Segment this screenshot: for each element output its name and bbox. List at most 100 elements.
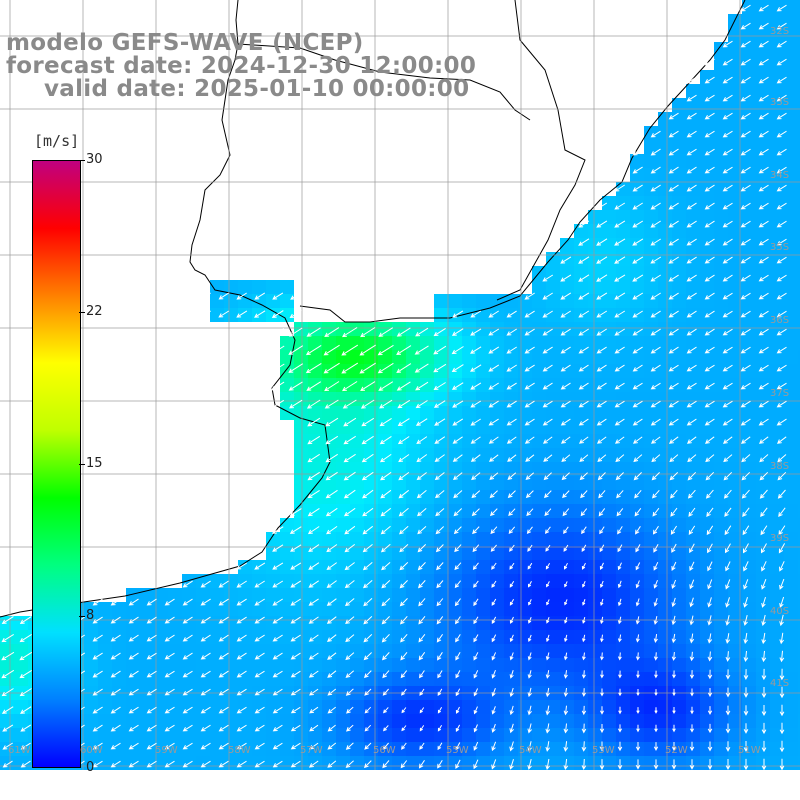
wind-arrow	[527, 741, 532, 752]
wind-arrow	[759, 471, 769, 481]
wind-arrow	[725, 669, 731, 680]
wind-arrow	[671, 561, 677, 571]
wind-arrow	[668, 364, 679, 372]
wind-arrow	[758, 310, 769, 318]
wind-arrow	[707, 723, 713, 734]
wind-arrow	[182, 760, 193, 768]
lat-label: 32S	[770, 26, 790, 37]
wind-arrow	[509, 562, 515, 570]
wind-arrow	[653, 759, 659, 770]
wind-arrow	[200, 598, 211, 606]
wind-arrow	[342, 381, 358, 392]
wind-arrow	[451, 328, 464, 336]
lon-label: 52W	[665, 745, 688, 756]
wind-arrow	[725, 687, 731, 698]
wind-arrow	[434, 418, 446, 426]
wind-arrow	[668, 436, 679, 444]
wind-arrow	[290, 724, 301, 732]
wind-arrow	[164, 598, 175, 606]
wind-arrow	[270, 363, 285, 373]
wind-arrow	[563, 687, 569, 698]
wind-arrow	[455, 688, 461, 697]
lat-label: 34S	[770, 170, 790, 181]
wind-arrow	[434, 454, 445, 463]
wind-arrow	[779, 686, 785, 699]
wind-arrow	[92, 634, 103, 642]
wind-arrow	[414, 363, 429, 373]
wind-arrow	[578, 418, 589, 426]
wind-arrow	[470, 436, 481, 444]
wind-arrow	[743, 614, 748, 626]
wind-arrow	[599, 724, 605, 734]
wind-arrow	[704, 292, 715, 300]
wind-arrow	[654, 724, 658, 733]
colorbar-tick-8: 8	[86, 608, 95, 623]
wind-arrow	[740, 202, 751, 210]
wind-arrow	[614, 364, 625, 372]
wind-arrow	[776, 76, 787, 84]
wind-arrow	[614, 310, 626, 318]
wind-arrow	[743, 579, 749, 590]
wind-arrow	[272, 292, 284, 300]
wind-arrow	[743, 669, 749, 680]
wind-arrow	[705, 454, 715, 463]
wind-arrow	[472, 562, 479, 571]
wind-arrow	[707, 651, 713, 662]
wind-arrow	[776, 166, 787, 174]
wind-arrow	[363, 634, 373, 643]
wind-arrow	[690, 706, 694, 715]
wind-arrow	[560, 346, 571, 354]
wind-arrow	[324, 381, 340, 392]
wind-arrow	[722, 148, 733, 156]
wind-arrow	[653, 598, 658, 607]
wind-arrow	[614, 238, 626, 246]
wind-arrow	[688, 507, 696, 517]
wind-arrow	[433, 327, 446, 337]
wind-arrow	[345, 688, 354, 696]
wind-arrow	[364, 742, 372, 750]
wind-arrow	[686, 112, 697, 120]
lon-label: 53W	[592, 745, 615, 756]
wind-arrow	[545, 741, 550, 752]
wind-arrow	[290, 616, 301, 624]
wind-arrow	[562, 490, 570, 499]
wind-arrow	[218, 310, 230, 318]
wind-arrow	[689, 670, 695, 679]
wind-arrow	[379, 453, 392, 463]
wind-arrow	[164, 652, 175, 660]
wind-arrow	[182, 616, 193, 624]
wind-arrow	[779, 758, 785, 771]
wind-arrow	[397, 418, 410, 426]
wind-arrow	[724, 525, 732, 536]
wind-arrow	[470, 328, 482, 336]
wind-arrow	[670, 489, 678, 499]
wind-arrow	[290, 670, 301, 678]
wind-arrow	[488, 310, 499, 318]
wind-arrow	[309, 688, 319, 696]
wind-arrow	[527, 687, 532, 698]
wind-arrow	[650, 184, 661, 192]
wind-arrow	[617, 634, 622, 643]
wind-arrow	[508, 526, 516, 535]
wind-arrow	[596, 292, 608, 300]
wind-arrow	[758, 238, 769, 246]
wind-arrow	[668, 220, 679, 228]
wind-arrow	[689, 561, 695, 572]
wind-arrow	[651, 472, 660, 481]
wind-arrow	[377, 362, 394, 374]
wind-arrow	[524, 382, 535, 390]
wind-arrow	[743, 741, 749, 753]
wind-arrow	[344, 562, 355, 571]
wind-arrow	[564, 634, 568, 643]
wind-arrow	[668, 184, 679, 192]
wind-arrow	[560, 292, 572, 300]
wind-arrow	[345, 760, 354, 768]
wind-arrow	[491, 670, 496, 679]
wind-arrow	[743, 705, 749, 716]
wind-arrow	[600, 598, 604, 607]
wind-arrow	[600, 580, 604, 589]
wind-arrow	[596, 382, 607, 390]
wind-arrow	[455, 742, 461, 751]
wind-arrow	[401, 688, 407, 696]
